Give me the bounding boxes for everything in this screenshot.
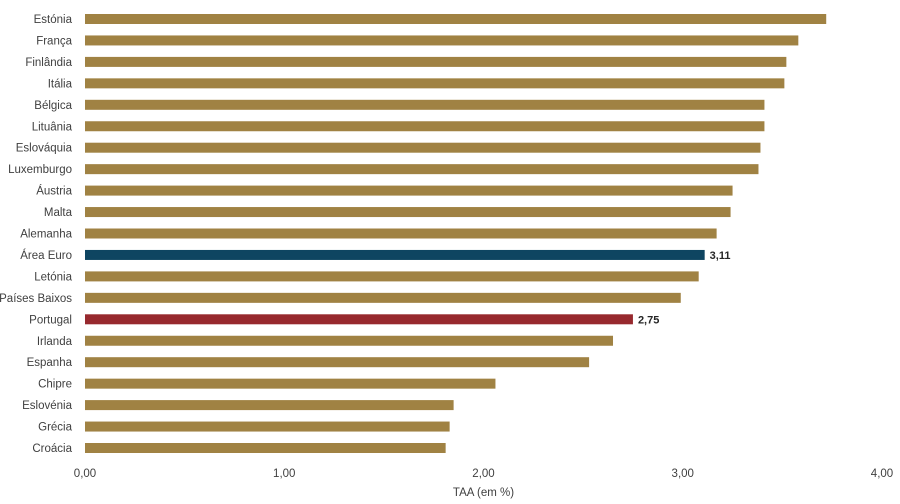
data-label: 2,75: [638, 314, 659, 326]
category-labels: Estónia França Finlândia Itália Bélgica Lituâ…: [0, 14, 73, 455]
category-label: Croácia: [32, 443, 72, 455]
data-labels: 3,11 2,75: [638, 250, 731, 326]
category-label: Bélgica: [34, 100, 72, 112]
category-label: Irlanda: [37, 336, 73, 348]
bar-eslováquia: [85, 142, 761, 153]
x-tick-label: 0,00: [74, 468, 96, 480]
x-tick-labels: 0,00 1,00 2,00 3,00 4,00: [74, 468, 893, 480]
category-label: Chipre: [38, 379, 72, 391]
category-label: Países Baixos: [0, 293, 72, 305]
category-label: Alemanha: [20, 229, 72, 241]
x-tick-label: 3,00: [672, 468, 694, 480]
bar-croácia: [85, 443, 446, 453]
x-tick-label: 1,00: [273, 468, 295, 480]
bar-países-baixos: [85, 292, 681, 303]
bar-estónia: [85, 14, 827, 24]
bar-irlanda: [85, 335, 614, 346]
category-label: Malta: [44, 207, 73, 219]
x-tick-label: 2,00: [472, 468, 494, 480]
category-label: Letónia: [34, 271, 72, 283]
category-label: Estónia: [34, 14, 73, 26]
x-axis-title: TAA (em %): [453, 487, 514, 499]
x-tick-label: 4,00: [871, 468, 893, 480]
category-label: Eslováquia: [16, 143, 73, 155]
category-label: Eslovénia: [22, 400, 72, 412]
bar-letónia: [85, 271, 699, 282]
bar-portugal: [85, 314, 633, 325]
category-label: Grécia: [38, 422, 72, 434]
category-label: Itália: [48, 78, 73, 90]
bar-área-euro: [85, 249, 705, 260]
category-label: França: [36, 35, 72, 47]
category-label: Luxemburgo: [8, 164, 72, 176]
bar-itália: [85, 78, 785, 89]
category-label: Lituânia: [32, 121, 73, 133]
category-label: Áustria: [36, 185, 72, 198]
bars-group: [85, 14, 827, 453]
bar-chipre: [85, 378, 496, 389]
bar-alemanha: [85, 228, 717, 239]
data-label: 3,11: [710, 250, 731, 262]
bar-áustria: [85, 185, 733, 196]
bar-eslovénia: [85, 400, 454, 411]
bar-luxemburgo: [85, 164, 759, 175]
category-label: Finlândia: [25, 57, 72, 69]
bar-grécia: [85, 421, 450, 432]
category-label: Área Euro: [20, 249, 72, 262]
bar-frança: [85, 35, 799, 46]
category-label: Espanha: [27, 357, 73, 369]
bar-lituânia: [85, 121, 765, 132]
category-label: Portugal: [29, 314, 72, 326]
bar-bélgica: [85, 99, 765, 110]
bar-espanha: [85, 357, 590, 368]
bar-malta: [85, 207, 731, 218]
bar-finlândia: [85, 56, 787, 67]
